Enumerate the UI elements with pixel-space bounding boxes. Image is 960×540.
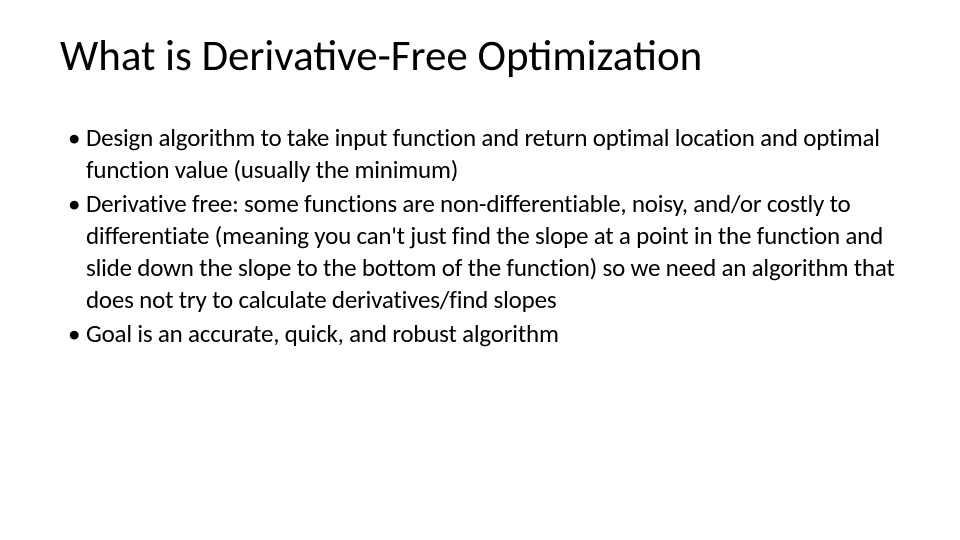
slide-title: What is Derivative-Free Optimization — [60, 30, 900, 82]
bullet-item: Derivative free: some functions are non-… — [68, 188, 900, 316]
bullet-list: Design algorithm to take input function … — [60, 122, 900, 350]
bullet-item: Goal is an accurate, quick, and robust a… — [68, 318, 900, 350]
bullet-item: Design algorithm to take input function … — [68, 122, 900, 186]
